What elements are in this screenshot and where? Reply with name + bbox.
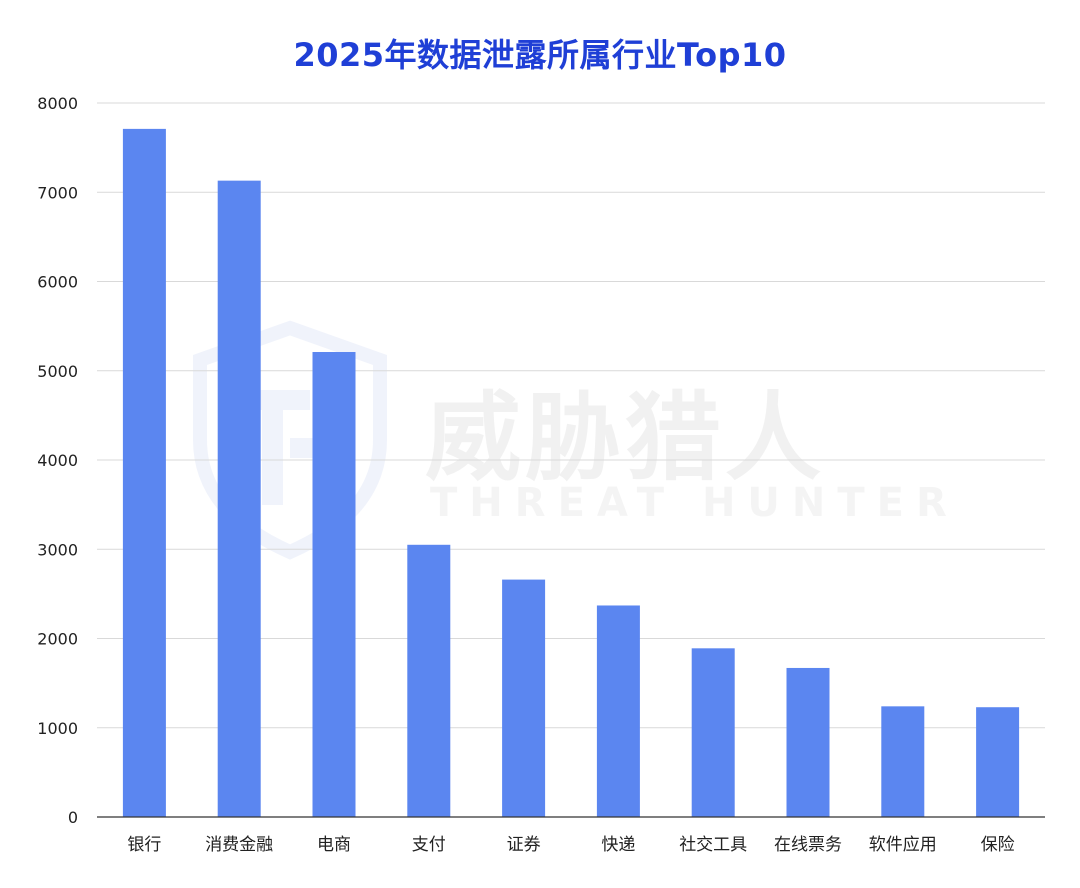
x-tick-label: 消费金融 [205, 835, 273, 855]
y-tick-label: 7000 [37, 183, 78, 202]
y-tick-label: 2000 [37, 630, 78, 649]
y-tick-label: 4000 [37, 451, 78, 470]
bar-6 [691, 648, 735, 817]
y-tick-label: 5000 [37, 362, 78, 381]
x-tick-label: 电商 [317, 835, 351, 855]
bar-0 [122, 128, 166, 817]
y-tick-label: 1000 [37, 719, 78, 738]
x-tick-label: 在线票务 [774, 835, 842, 855]
y-tick-label: 6000 [37, 273, 78, 292]
x-tick-label: 证券 [507, 835, 541, 855]
chart-title: 2025年数据泄露所属行业Top10 [293, 36, 787, 74]
bar-9 [976, 707, 1020, 817]
bar-1 [217, 180, 261, 817]
y-tick-label: 3000 [37, 540, 78, 559]
bar-2 [312, 352, 356, 817]
x-tick-label: 支付 [412, 835, 446, 855]
bars [122, 128, 1020, 817]
bar-4 [502, 579, 546, 817]
y-tick-label: 0 [68, 808, 78, 827]
bar-3 [407, 544, 451, 817]
y-axis-ticks: 0 1000 2000 3000 4000 5000 6000 7000 8000 [37, 94, 78, 827]
bar-7 [786, 667, 830, 817]
x-tick-label: 软件应用 [869, 835, 937, 855]
x-tick-label: 社交工具 [679, 835, 747, 855]
x-tick-label: 银行 [127, 835, 161, 855]
x-tick-label: 快递 [601, 835, 635, 855]
x-tick-label: 保险 [981, 835, 1015, 855]
bar-8 [881, 706, 925, 817]
y-tick-label: 8000 [37, 94, 78, 113]
x-axis-ticks: 银行 消费金融 电商 支付 证券 快递 社交工具 在线票务 软件应用 保险 [127, 835, 1014, 855]
bar-5 [596, 605, 640, 817]
